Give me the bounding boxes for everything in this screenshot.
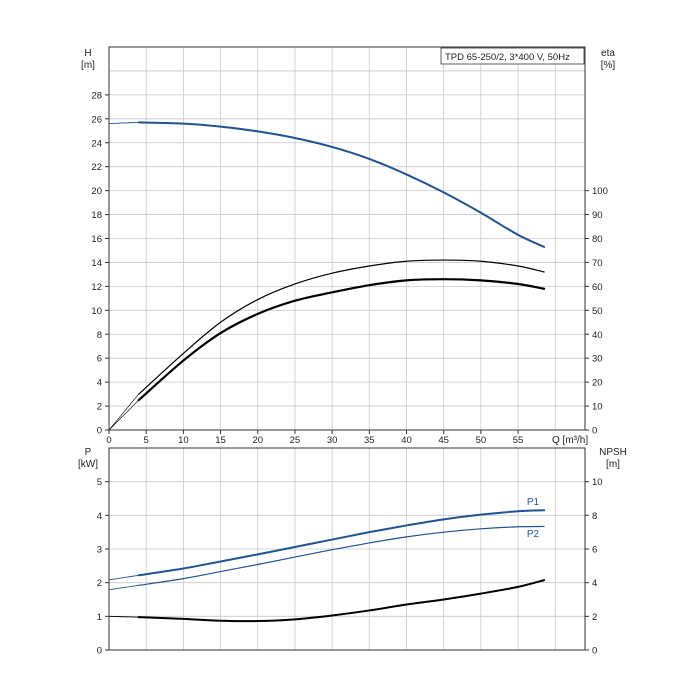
right-tick-label: 100 — [592, 186, 608, 197]
left-tick-label: 20 — [91, 186, 102, 197]
flow-axis-title: Q [m³/h] — [552, 435, 588, 446]
right-tick-label: 80 — [592, 234, 603, 245]
frame-layer — [108, 46, 586, 651]
series-line-eta-outer — [138, 259, 545, 395]
x-tick-label: 40 — [401, 435, 412, 446]
x-tick-label: 30 — [327, 435, 338, 446]
left-tick-label: 8 — [97, 330, 102, 341]
left-tick-label: 0 — [97, 646, 102, 657]
left-tick-label: 2 — [97, 402, 102, 413]
left-tick-label: 2 — [97, 578, 102, 589]
left-tick-label: 5 — [97, 477, 102, 488]
right-tick-label: 60 — [592, 282, 603, 293]
left-tick-label: 4 — [97, 511, 102, 522]
right-tick-label: 10 — [592, 402, 603, 413]
x-tick-label: 5 — [144, 435, 149, 446]
grid-layer — [109, 47, 585, 650]
right-tick-label: 4 — [592, 578, 597, 589]
series-layer — [108, 121, 546, 623]
power-plot-frame — [108, 447, 586, 651]
head-plot-frame — [108, 46, 586, 431]
series-line-eta-inner — [137, 278, 546, 402]
left-tick-label: 24 — [91, 138, 102, 149]
series-line-p1-ext — [108, 574, 140, 581]
right-tick-label: 6 — [592, 545, 597, 556]
right-tick-label: 20 — [592, 378, 603, 389]
right-tick-label: 30 — [592, 354, 603, 365]
series-line-eta-ext-outer — [108, 393, 140, 431]
x-tick-label: 20 — [252, 435, 263, 446]
right-tick-label: 50 — [592, 306, 603, 317]
x-tick-label: 15 — [215, 435, 226, 446]
title-box — [440, 47, 585, 65]
series-line-h — [137, 121, 546, 248]
x-tick-label: 10 — [178, 435, 189, 446]
npsh-axis-unit: [m] — [606, 459, 620, 470]
series-line-h-ext — [108, 121, 140, 125]
right-tick-label: 0 — [592, 646, 597, 657]
left-tick-label: 1 — [97, 612, 102, 623]
left-tick-label: 14 — [91, 258, 102, 269]
x-tick-label: 50 — [476, 435, 487, 446]
eta-axis-unit: [%] — [601, 60, 616, 71]
head-axis-unit: [m] — [81, 60, 95, 71]
series-line-npsh — [137, 579, 546, 623]
right-tick-label: 10 — [592, 477, 603, 488]
series-line-p2-ext — [108, 584, 140, 591]
eta-axis-title: eta — [601, 48, 615, 59]
power-axis-title: P — [85, 447, 92, 458]
left-tick-label: 4 — [97, 378, 102, 389]
chart-title: TPD 65-250/2, 3*400 V, 50Hz — [445, 52, 570, 63]
series-line-p2 — [138, 525, 545, 586]
right-tick-label: 2 — [592, 612, 597, 623]
left-tick-label: 3 — [97, 545, 102, 556]
left-tick-label: 22 — [91, 162, 102, 173]
npsh-axis-title: NPSH — [599, 447, 627, 458]
right-tick-label: 0 — [592, 426, 597, 437]
left-tick-label: 16 — [91, 234, 102, 245]
right-tick-label: 8 — [592, 511, 597, 522]
series-line-eta-ext-inner — [108, 399, 140, 431]
head-axis-title: H — [84, 48, 91, 59]
right-tick-label: 90 — [592, 210, 603, 221]
left-tick-label: 18 — [91, 210, 102, 221]
left-tick-label: 10 — [91, 306, 102, 317]
tick-layer: 0246810121416182022242628010203040506070… — [91, 90, 607, 656]
left-tick-label: 12 — [91, 282, 102, 293]
series-line-p1 — [137, 509, 546, 577]
p2-series-label: P2 — [527, 529, 540, 540]
p1-series-label: P1 — [527, 497, 540, 508]
x-tick-label: 55 — [513, 435, 524, 446]
x-tick-label: 35 — [364, 435, 375, 446]
x-tick-label: 25 — [290, 435, 301, 446]
right-tick-label: 40 — [592, 330, 603, 341]
series-line-npsh-ext — [108, 615, 140, 618]
left-tick-label: 6 — [97, 354, 102, 365]
left-tick-label: 26 — [91, 114, 102, 125]
right-tick-label: 70 — [592, 258, 603, 269]
power-axis-unit: [kW] — [78, 459, 98, 470]
left-tick-label: 0 — [97, 426, 102, 437]
x-tick-label: 45 — [438, 435, 449, 446]
left-tick-label: 28 — [91, 90, 102, 101]
x-tick-label: 0 — [106, 435, 111, 446]
